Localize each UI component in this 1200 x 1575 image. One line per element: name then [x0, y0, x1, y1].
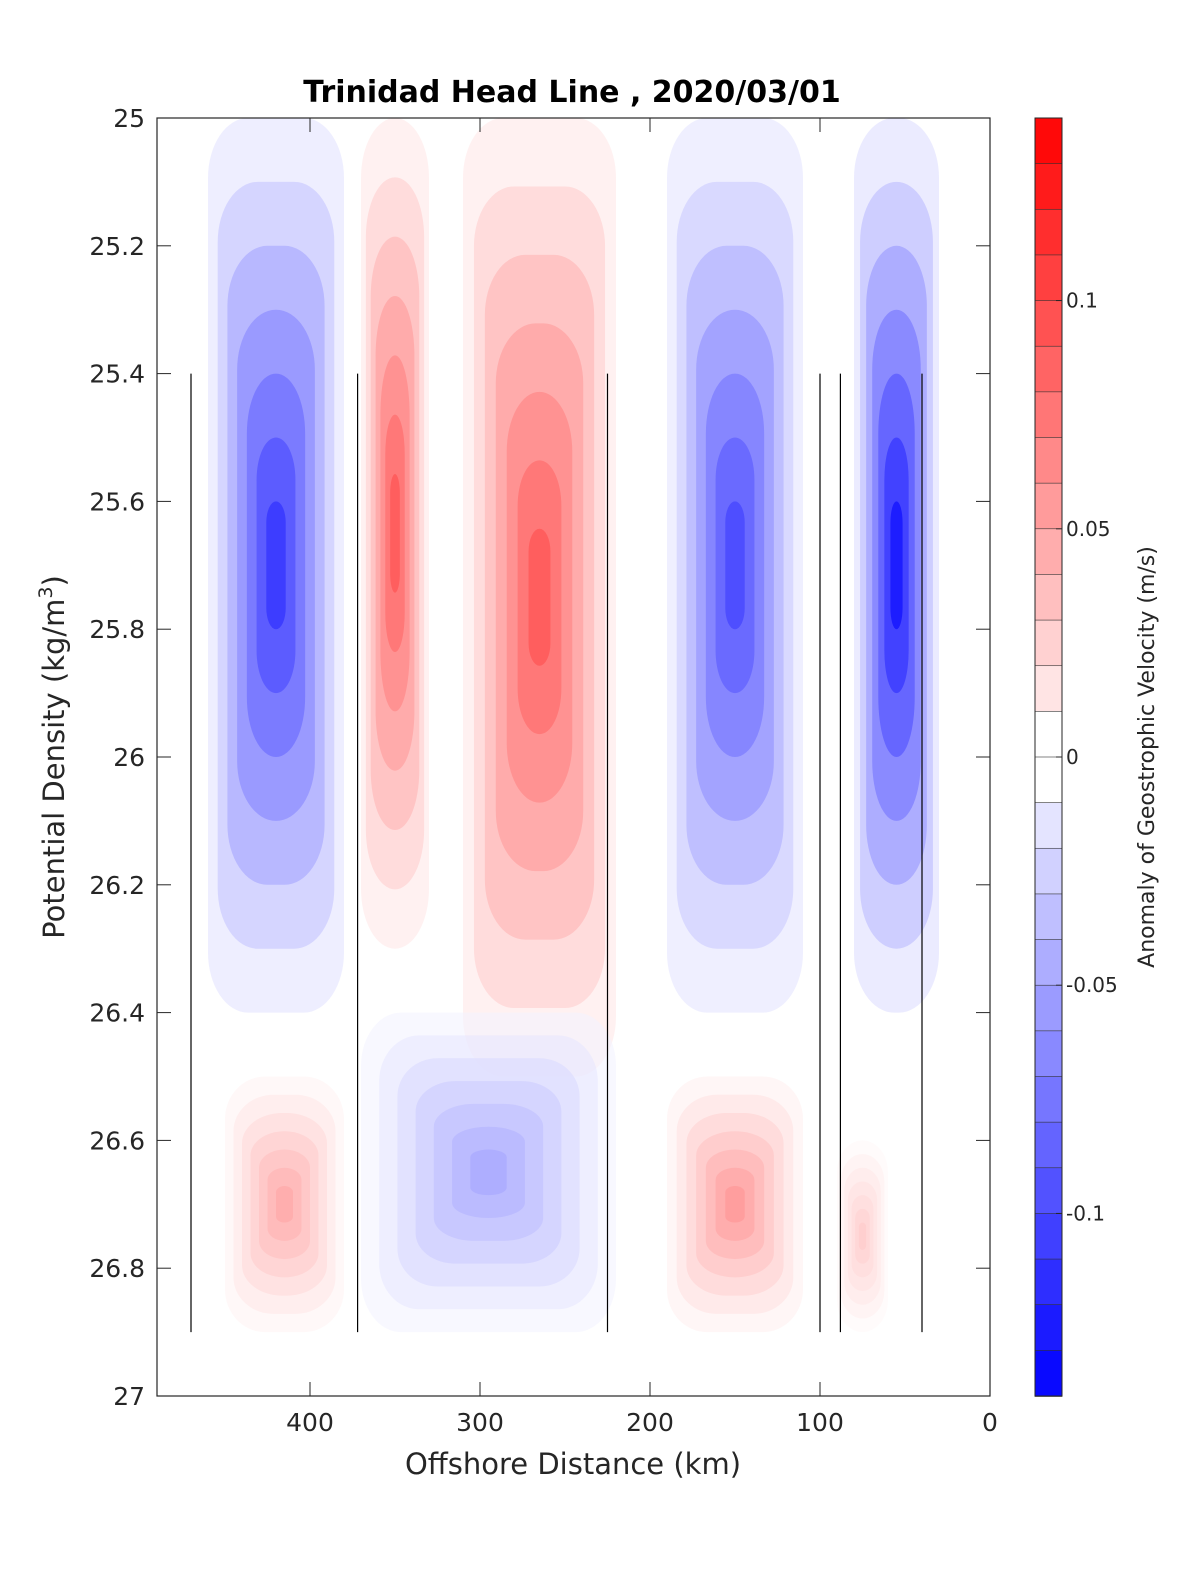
velocity-field: [208, 118, 939, 1333]
colorbar-tick-label: 0.1: [1066, 289, 1098, 313]
colorbar-label: Anomaly of Geostrophic Velocity (m/s): [1135, 546, 1160, 968]
colorbar-step: [1034, 802, 1063, 850]
y-tick-label: 26: [113, 743, 145, 772]
velocity-band: [266, 501, 286, 630]
plot-area: 400 300 200 100 0 25 25.2 25.4 25.6 25.8 26 26.2 26…: [89, 104, 998, 1437]
chart-title: Trinidad Head Line , 2020/03/01: [303, 75, 840, 110]
colorbar-step: [1034, 574, 1063, 621]
colorbar-step: [1034, 756, 1063, 804]
colorbar-step: [1034, 345, 1063, 393]
y-tick-label: 26.4: [89, 999, 145, 1028]
velocity-band: [725, 501, 745, 630]
y-tick-label: 25.6: [89, 487, 145, 516]
colorbar-step: [1034, 300, 1063, 348]
y-tick-label: 25: [113, 104, 145, 133]
colorbar-step: [1034, 711, 1063, 758]
y-tick-label: 26.2: [89, 871, 145, 900]
x-tick-label: 300: [456, 1408, 504, 1437]
y-tick-label: 25.2: [89, 232, 145, 261]
y-tick-label: 25.4: [89, 360, 145, 389]
x-tick-label: 200: [626, 1408, 674, 1437]
x-tick-label: 100: [796, 1408, 844, 1437]
y-tick-label: 25.8: [89, 615, 145, 644]
colorbar-step: [1034, 208, 1063, 256]
x-axis-label: Offshore Distance (km): [405, 1447, 741, 1481]
colorbar-tick-label: 0: [1066, 745, 1079, 769]
x-axis: 400 300 200 100 0: [286, 118, 998, 1437]
colorbar-step: [1034, 1030, 1063, 1078]
colorbar-step: [1034, 665, 1063, 713]
colorbar-step: [1034, 528, 1063, 576]
zero-contours: [190, 373, 923, 1333]
colorbar-step: [1034, 391, 1063, 439]
colorbar-step: [1034, 117, 1063, 165]
colorbar-tick-label: -0.05: [1066, 973, 1118, 997]
y-tick-label: 27: [113, 1382, 145, 1411]
colorbar-step: [1034, 163, 1063, 211]
colorbar-step: [1034, 893, 1063, 941]
colorbar-tick-label: -0.1: [1066, 1201, 1105, 1225]
colorbar-step: [1034, 1076, 1063, 1123]
colorbar-step: [1034, 939, 1063, 987]
velocity-band: [528, 528, 551, 666]
y-axis-label: Potential Density (kg/m3): [35, 575, 71, 939]
velocity-band: [725, 1186, 745, 1223]
colorbar: 0.1 0.05 0 -0.05 -0.1: [1034, 117, 1118, 1397]
colorbar-step: [1034, 482, 1063, 530]
colorbar-step: [1034, 1258, 1063, 1306]
y-tick-label: 26.8: [89, 1254, 145, 1283]
colorbar-step: [1034, 619, 1063, 667]
y-tick-label: 26.6: [89, 1126, 145, 1155]
colorbar-step: [1034, 1213, 1063, 1260]
colorbar-step: [1034, 1304, 1063, 1352]
velocity-band: [858, 1222, 867, 1250]
colorbar-tick-label: 0.05: [1066, 517, 1111, 541]
velocity-band: [390, 474, 400, 593]
colorbar-step: [1034, 254, 1063, 302]
colorbar-step: [1034, 1167, 1063, 1215]
velocity-band: [276, 1186, 293, 1223]
x-tick-label: 0: [982, 1408, 998, 1437]
colorbar-step: [1034, 984, 1063, 1032]
velocity-band: [890, 501, 903, 630]
colorbar-step: [1034, 437, 1063, 484]
colorbar-step: [1034, 1350, 1063, 1397]
colorbar-step: [1034, 1121, 1063, 1169]
x-tick-label: 400: [286, 1408, 334, 1437]
velocity-band: [470, 1149, 507, 1196]
colorbar-step: [1034, 847, 1063, 895]
y-axis: 25 25.2 25.4 25.6 25.8 26 26.2 26.4 26.6 26.8 27: [89, 104, 990, 1411]
